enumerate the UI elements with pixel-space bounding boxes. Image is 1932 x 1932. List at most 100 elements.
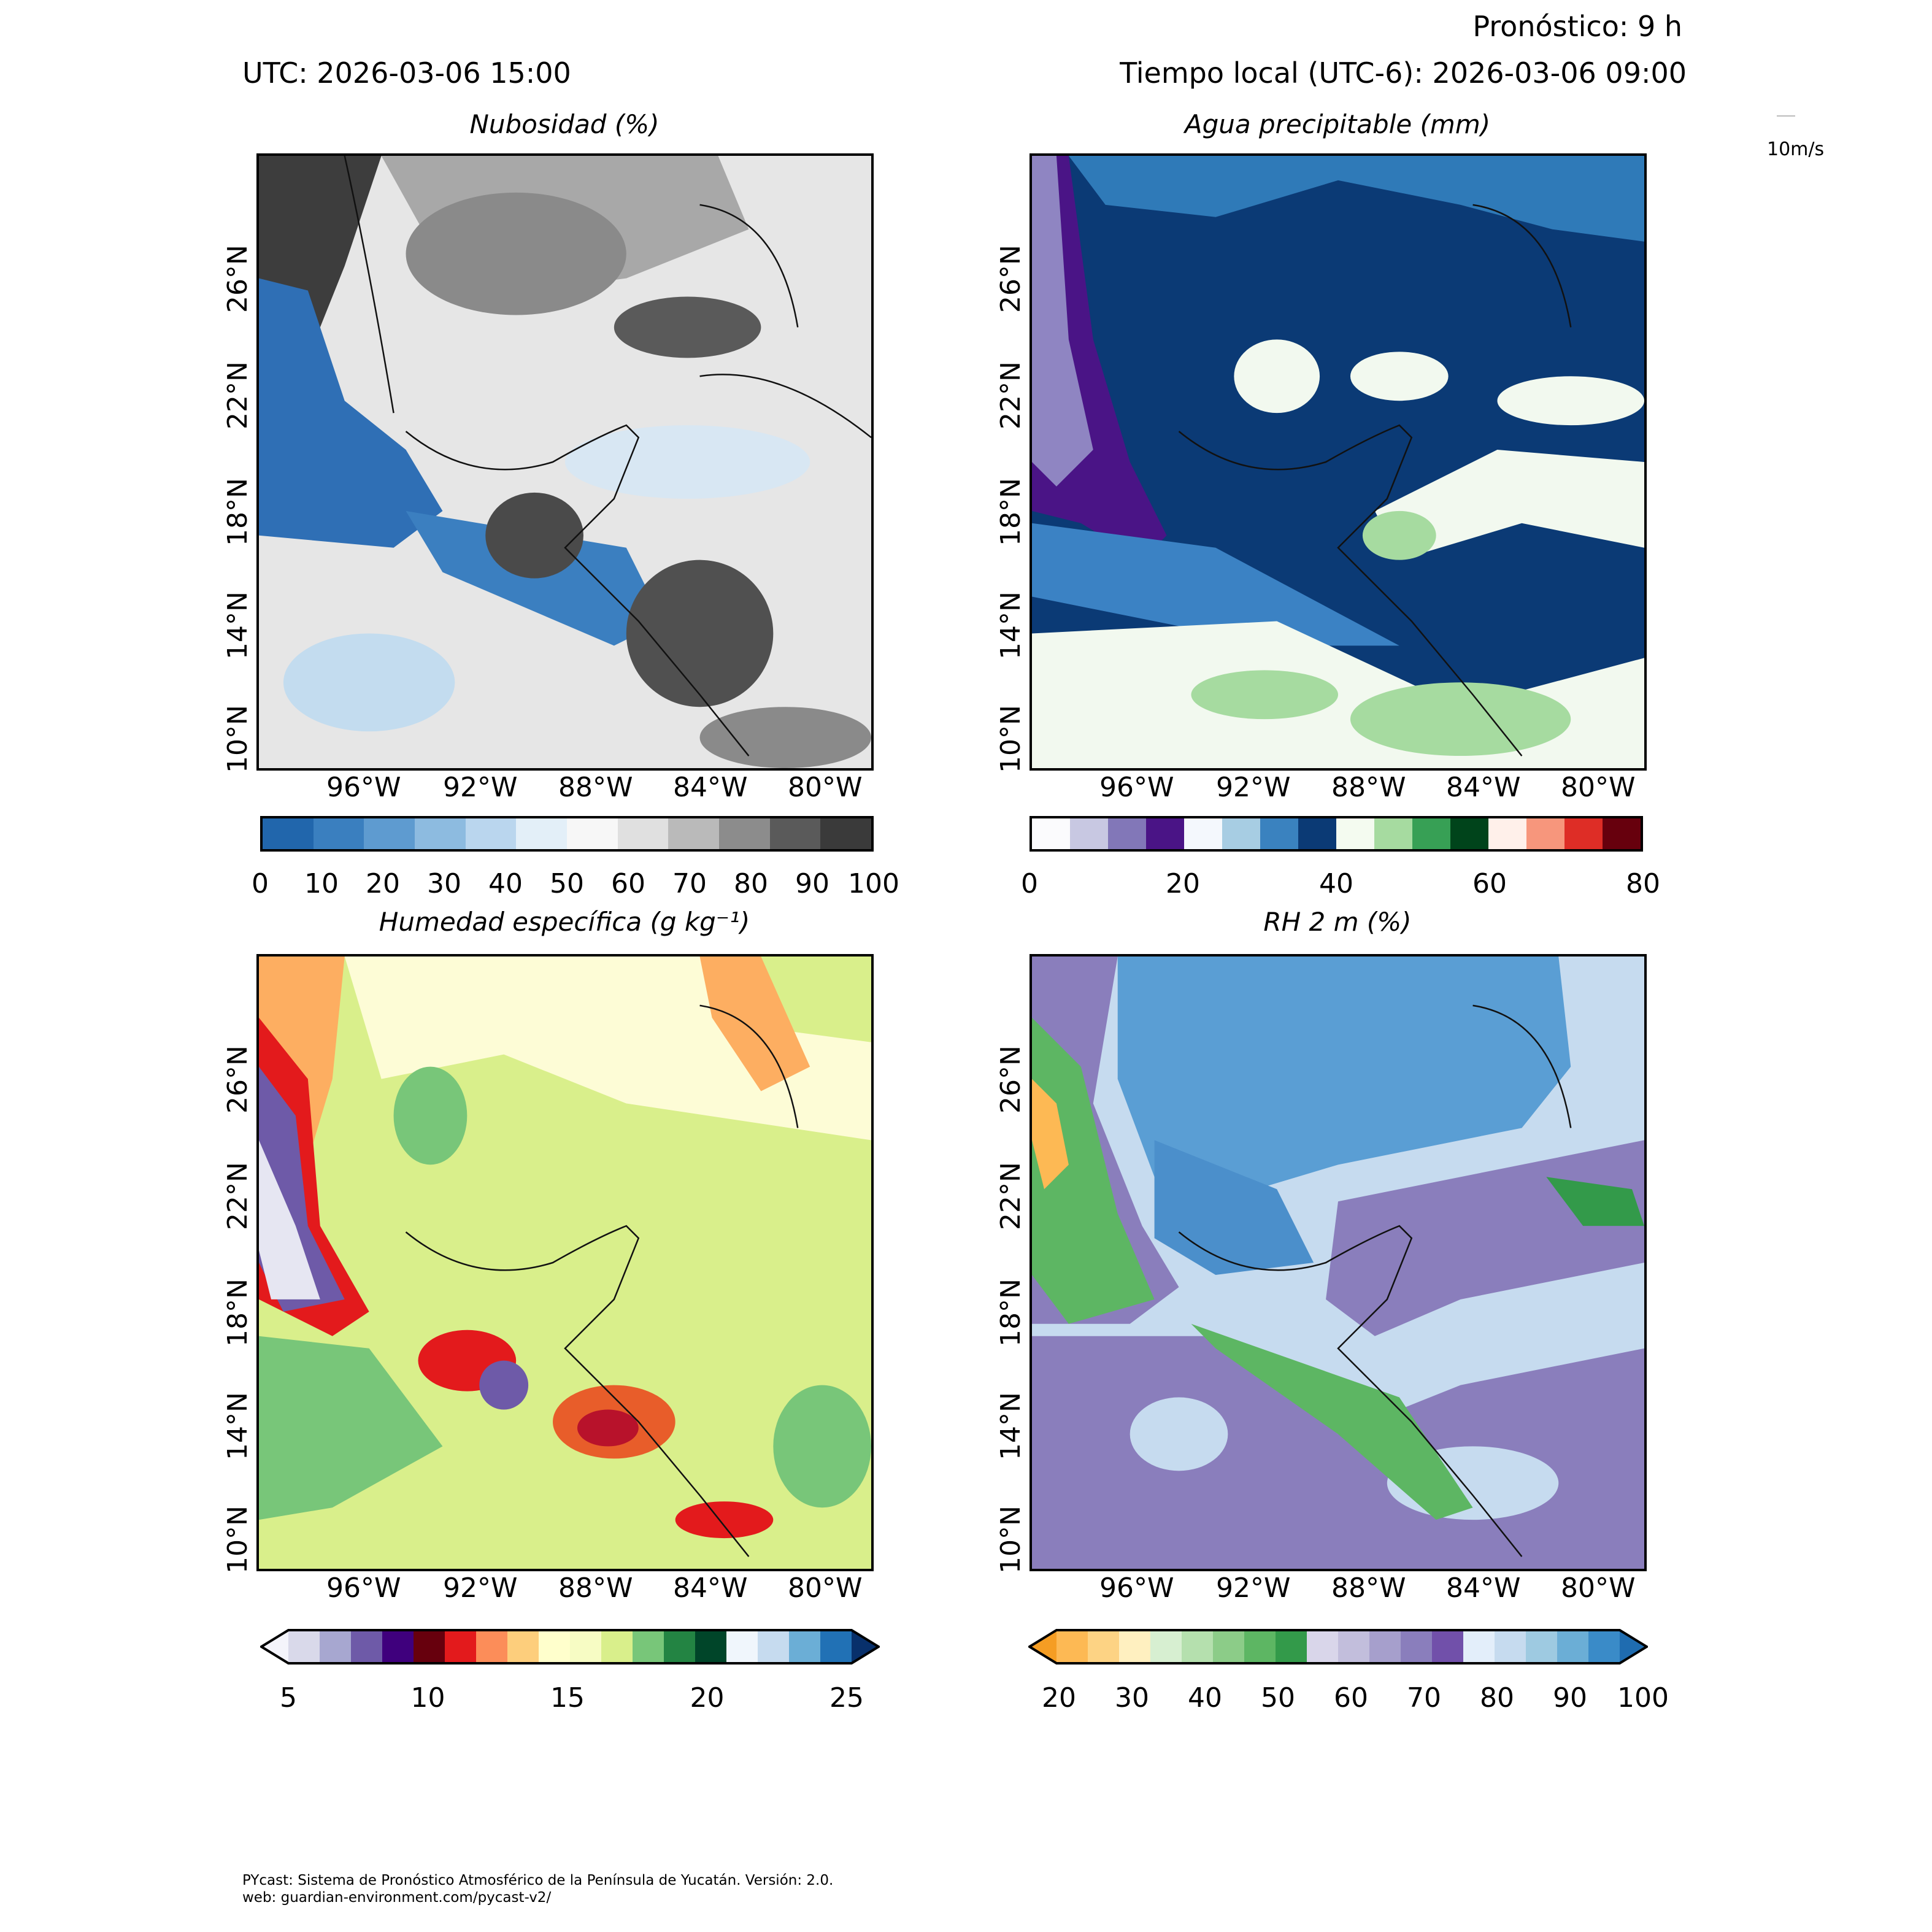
colorbar-tick-label: 50 <box>1261 1682 1295 1714</box>
colorbar-tick-label: 20 <box>1166 868 1200 899</box>
colorbar-tick-label: 60 <box>1334 1682 1368 1714</box>
colorbar-segment <box>1488 818 1526 849</box>
colorbar-tick-label: 5 <box>280 1682 297 1714</box>
colorbar-segment <box>351 1630 383 1663</box>
colorbar-segment <box>1557 1630 1589 1663</box>
lon-tick: 84°W <box>1446 772 1521 803</box>
colorbar-segment <box>364 818 415 849</box>
lon-tick: 80°W <box>1561 1572 1636 1604</box>
lon-tick: 96°W <box>326 1572 401 1604</box>
colorbar-segment <box>1564 818 1603 849</box>
colorbar-segment <box>769 818 821 849</box>
map-specific-humidity <box>256 954 874 1571</box>
local-time: Tiempo local (UTC-6): 2026-03-06 09:00 <box>1120 56 1687 90</box>
colorbar-segment <box>263 818 314 849</box>
colorbar-segment <box>1244 1630 1276 1663</box>
wind-key-arrow-icon <box>1777 115 1795 117</box>
colorbar-tick-label: 10 <box>410 1682 445 1714</box>
utc-time: UTC: 2026-03-06 15:00 <box>242 56 571 90</box>
lat-tick: 26°N <box>995 1045 1026 1114</box>
lon-tick: 84°W <box>673 772 748 803</box>
colorbar-segment <box>719 818 770 849</box>
footer-credit: PYcast: Sistema de Pronóstico Atmosféric… <box>242 1872 834 1888</box>
colorbar-segment <box>1184 818 1222 849</box>
lon-tick: 84°W <box>1446 1572 1521 1604</box>
colorbar-segment <box>1222 818 1260 849</box>
lat-tick: 14°N <box>222 591 253 660</box>
colorbar-tick-label: 20 <box>366 868 400 899</box>
colorbar-tick-label: 70 <box>672 868 707 899</box>
lon-tick: 80°W <box>788 1572 863 1604</box>
colorbar-segment <box>1298 818 1336 849</box>
colorbar-segment <box>1336 818 1374 849</box>
colorbar-segment <box>820 818 872 849</box>
colorbar-segment <box>695 1630 727 1663</box>
colorbar-segment <box>1526 818 1564 849</box>
colorbar-tick-label: 10 <box>304 868 339 899</box>
colorbar-segment <box>1070 818 1108 849</box>
colorbar-ticks-precipitable-water: 0 20 40 60 80 <box>1021 868 1660 899</box>
lon-tick: 88°W <box>1331 1572 1406 1604</box>
colorbar-segment <box>601 1630 633 1663</box>
lon-tick: 96°W <box>1099 1572 1174 1604</box>
colorbar-tick-label: 0 <box>252 868 269 899</box>
colorbar-segment <box>1150 1630 1182 1663</box>
lon-tick: 80°W <box>1561 772 1636 803</box>
forecast-hour: Pronóstico: 9 h <box>1472 10 1682 43</box>
colorbar-segment <box>570 1630 602 1663</box>
colorbar-segment <box>1088 1630 1120 1663</box>
colorbar-tick-label: 15 <box>550 1682 585 1714</box>
colorbar-segment <box>1032 818 1070 849</box>
colorbar-segment <box>382 1630 414 1663</box>
colorbar-segment <box>664 1630 696 1663</box>
colorbar-tick-label: 60 <box>611 868 645 899</box>
colorbar-relative-humidity <box>1028 1629 1648 1665</box>
colorbar-segment <box>1412 818 1450 849</box>
lon-tick: 96°W <box>1099 772 1174 803</box>
lat-tick: 26°N <box>222 1045 253 1114</box>
lat-tick: 18°N <box>222 1279 253 1347</box>
colorbar-tick-label: 60 <box>1472 868 1507 899</box>
colorbar-segment <box>1108 818 1146 849</box>
map-relative-humidity <box>1030 954 1647 1571</box>
colorbar-tick-label: 80 <box>734 868 768 899</box>
colorbar-segment <box>1588 1630 1620 1663</box>
colorbar-segment <box>668 818 720 849</box>
colorbar-segment <box>539 1630 571 1663</box>
lat-tick: 22°N <box>222 361 253 429</box>
colorbar-specific-humidity <box>260 1629 880 1665</box>
colorbar-extend-min <box>1030 1630 1056 1663</box>
colorbar-tick-label: 100 <box>1617 1682 1669 1714</box>
colorbar-segment <box>820 1630 852 1663</box>
colorbar-tick-label: 40 <box>488 868 523 899</box>
lat-tick: 14°N <box>995 1392 1026 1460</box>
lat-tick: 10°N <box>222 1506 253 1574</box>
colorbar-segment <box>1495 1630 1526 1663</box>
colorbar-segment <box>726 1630 758 1663</box>
lon-tick: 84°W <box>673 1572 748 1604</box>
colorbar-segment <box>1338 1630 1370 1663</box>
colorbar-segment <box>1260 818 1298 849</box>
colorbar-precipitable-water <box>1030 816 1643 852</box>
colorbar-tick-label: 40 <box>1188 1682 1222 1714</box>
colorbar-tick-label: 30 <box>1115 1682 1149 1714</box>
lat-tick: 14°N <box>222 1392 253 1460</box>
colorbar-segment <box>1432 1630 1464 1663</box>
lat-tick: 10°N <box>222 705 253 773</box>
lon-tick: 92°W <box>1216 772 1291 803</box>
colorbar-extend-max <box>852 1630 879 1663</box>
colorbar-segment <box>415 818 466 849</box>
colorbar-segment <box>1213 1630 1245 1663</box>
colorbar-segment <box>1603 818 1641 849</box>
colorbar-tick-label: 90 <box>795 868 829 899</box>
colorbar-outline <box>1028 1629 1648 1665</box>
colorbar-segment <box>1146 818 1184 849</box>
colorbar-tick-label: 70 <box>1407 1682 1441 1714</box>
lat-tick: 22°N <box>995 1162 1026 1230</box>
colorbar-segment <box>567 818 618 849</box>
colorbar-segment <box>1119 1630 1151 1663</box>
lon-tick: 92°W <box>1216 1572 1291 1604</box>
lat-tick: 18°N <box>995 478 1026 546</box>
colorbar-segment <box>1056 1630 1088 1663</box>
panel-title-cloudiness: Nubosidad (%) <box>469 109 660 139</box>
